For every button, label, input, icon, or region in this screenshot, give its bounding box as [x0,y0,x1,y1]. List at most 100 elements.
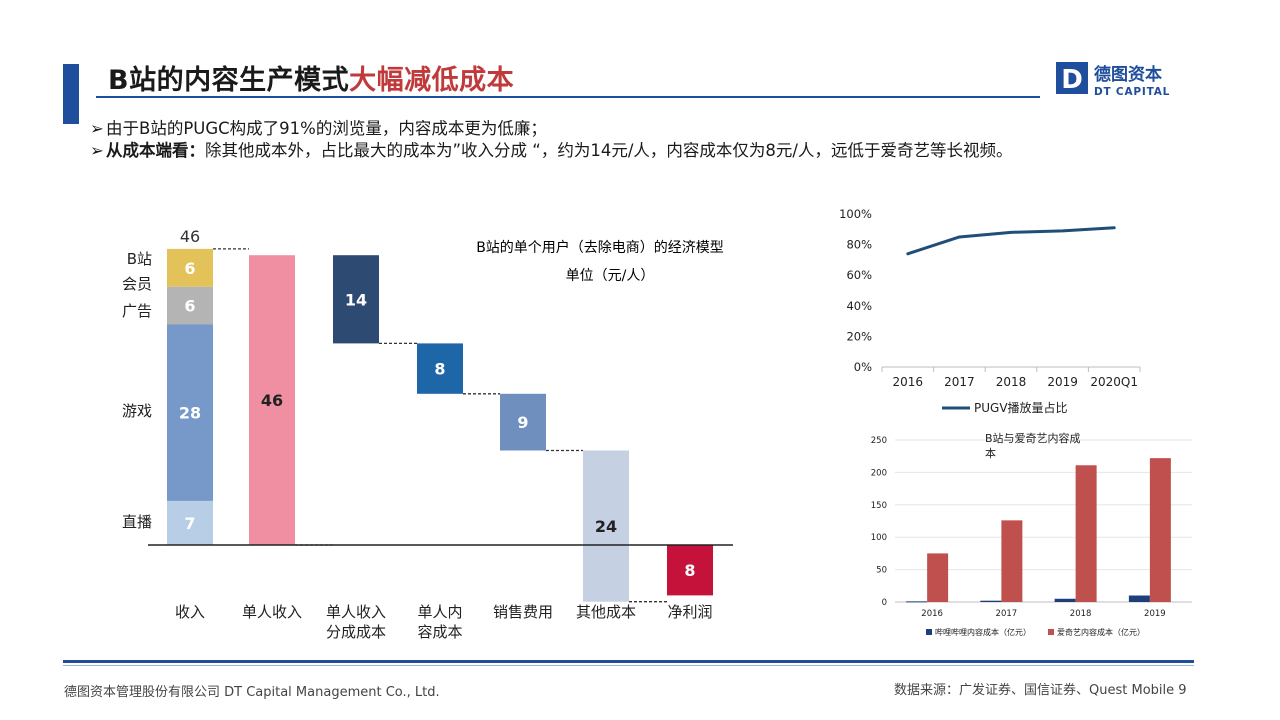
bar-legend-label: 爱奇艺内容成本（亿元） [1057,627,1145,637]
bar-y-tick: 100 [871,533,887,543]
waterfall-bar-value: 46 [261,391,283,410]
line-y-tick: 100% [839,207,872,221]
line-x-tick: 2019 [1047,375,1078,389]
title-main: B站的内容生产模式 [108,65,350,96]
bar-title-line2: 本 [985,446,996,460]
waterfall-category-label: 收入 [175,603,205,621]
waterfall-bar [417,343,463,394]
revenue-segment [167,500,213,545]
line-y-tick: 60% [846,268,872,282]
bar [927,553,949,602]
bar-x-tick: 2017 [996,609,1018,619]
bullet-arrow-icon: ➢ [90,119,104,138]
waterfall-category-label: 其他成本 [576,603,636,621]
waterfall-bar [583,450,629,602]
waterfall-category-label: 单人收入 [242,603,302,621]
waterfall-bar [249,255,295,545]
waterfall-category-label: 销售费用 [493,603,553,621]
bullet-2: ➢ 从成本端看：除其他成本外，占比最大的成本为”收入分成 “，约为14元/人，内容… [90,137,1012,161]
content-cost-bar-chart: 250 200 150 100 50 0 2016 2017 2018 2019 B站与爱奇艺内容成… [871,431,1192,637]
revenue-total-label: 46 [180,227,200,246]
revenue-segment-value: 7 [184,514,195,533]
bullet-2-text: 除其他成本外，占比最大的成本为”收入分成 “，约为14元/人，内容成本仅为8元/… [205,141,1013,160]
bar [1001,520,1023,602]
bar [1149,458,1171,602]
revenue-segment-label: B站 [127,250,152,268]
bar [1128,595,1150,602]
revenue-segment [167,324,213,501]
waterfall-category-label: 单人收入 [326,603,386,621]
logo-mark-letter: D [1061,65,1083,95]
line-y-tick: 0% [854,360,872,374]
bar-legend-swatch [1048,629,1054,635]
line-y-tick: 80% [846,238,872,252]
waterfall-category-label: 分成成本 [326,623,386,641]
waterfall-bar-value: 8 [434,360,445,379]
revenue-segment-value: 6 [184,259,195,278]
revenue-segment-label: 广告 [122,302,152,320]
logo-en: DT CAPITAL [1094,86,1170,98]
bar-title-line1: B站与爱奇艺内容成 [985,431,1081,445]
revenue-segment-value: 6 [184,297,195,316]
revenue-segment-label: 游戏 [122,402,152,420]
page-number: 9 [1178,683,1187,698]
line-x-tick: 2016 [893,375,924,389]
page-title: B站的内容生产模式大幅减低成本 [108,58,514,97]
waterfall-bar-value: 14 [345,290,367,309]
waterfall-category-label: 单人内 [417,603,462,621]
bullet-2-lead: 从成本端看： [106,141,205,160]
title-accent: 大幅减低成本 [349,65,515,96]
bullet-arrow-icon: ➢ [90,141,104,160]
waterfall-category-label: 净利润 [667,603,712,621]
bar [980,600,1002,602]
footer-company: 德图资本管理股份有限公司 DT Capital Management Co., … [64,685,440,700]
waterfall-bar-value: 8 [684,561,695,580]
line-x-tick: 2018 [996,375,1027,389]
dt-capital-logo: D 德图资本 DT CAPITAL [1056,60,1180,100]
revenue-segment [167,248,213,287]
waterfall-title: B站的单个用户（去除电商）的经济模型 [476,239,724,256]
footer-rule-thin [63,665,1194,666]
bar-y-tick: 200 [871,468,887,478]
line-x-tick: 2017 [944,375,975,389]
title-accent-bar [63,64,79,124]
line-y-tick: 20% [846,329,872,343]
bar-legend-swatch [926,629,932,635]
bar [1054,598,1076,602]
waterfall-bar [333,255,379,344]
line-legend-label: PUGV播放量占比 [974,400,1068,415]
pugv-line-chart: 100% 80% 60% 40% 20% 0% 2016 2017 2018 2019 2020Q1… [839,207,1141,415]
line-y-tick: 40% [846,299,872,313]
revenue-segment-label: 直播 [122,513,152,531]
waterfall-unit: 单位（元/人） [566,268,655,284]
bar-y-tick: 150 [871,501,887,511]
bar-legend-label: 哔哩哔哩内容成本（亿元） [935,627,1031,637]
logo-mark [1056,62,1088,94]
logo-cn: 德图资本 [1094,64,1162,85]
bar-x-tick: 2019 [1144,609,1166,619]
bullet-1: ➢ 由于B站的PUGC构成了91%的浏览量，内容成本更为低廉； [90,115,547,139]
title-underline [96,96,1040,98]
waterfall-bar-value: 9 [517,413,528,432]
revenue-segment-label: 会员 [122,275,152,293]
bullet-1-text: 由于B站的PUGC构成了91%的浏览量，内容成本更为低廉； [106,119,547,138]
line-series [906,226,1116,256]
bar-x-tick: 2018 [1070,609,1092,619]
bar-y-tick: 0 [882,598,887,608]
waterfall-bar [500,393,546,451]
bar-y-tick: 250 [871,436,887,446]
bar [906,601,928,603]
waterfall-bar [667,545,713,596]
waterfall-bar-value: 24 [595,517,617,536]
revenue-segment-value: 28 [179,404,201,423]
bar [1075,465,1097,602]
bar-x-tick: 2016 [921,609,943,619]
revenue-segment [167,286,213,325]
footer-rule [63,660,1194,663]
footer-source: 数据来源：广发证券、国信证券、Quest Mobile 9 [894,679,1187,698]
waterfall-category-label: 容成本 [417,623,462,641]
bar-y-tick: 50 [876,566,887,576]
footer-source-text: 数据来源：广发证券、国信证券、Quest Mobile [894,683,1175,698]
line-x-tick: 2020Q1 [1090,375,1138,389]
